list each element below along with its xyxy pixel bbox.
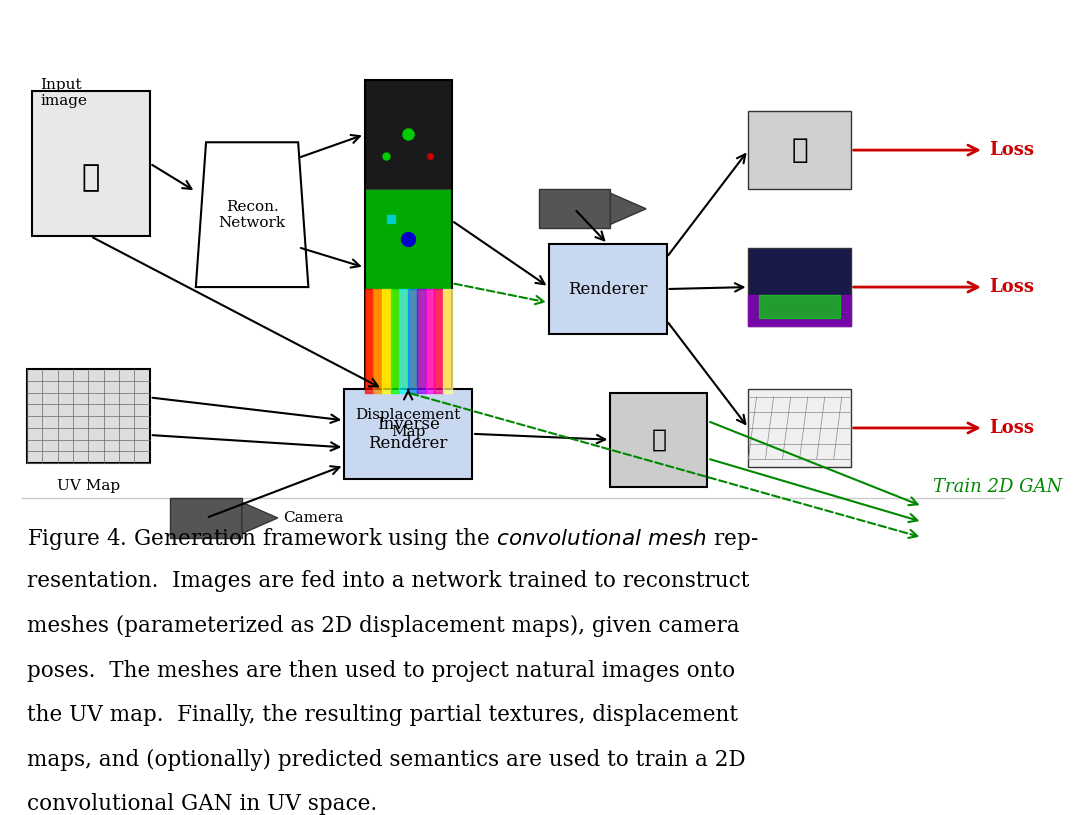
FancyBboxPatch shape <box>365 80 451 189</box>
Text: convolutional GAN in UV space.: convolutional GAN in UV space. <box>27 794 377 815</box>
FancyBboxPatch shape <box>27 369 150 463</box>
Polygon shape <box>610 193 646 224</box>
Text: meshes (parameterized as 2D displacement maps), given camera: meshes (parameterized as 2D displacement… <box>27 615 740 637</box>
Text: Input
image: Input image <box>40 78 87 108</box>
Text: the UV map.  Finally, the resulting partial textures, displacement: the UV map. Finally, the resulting parti… <box>27 704 738 726</box>
Text: Loss: Loss <box>989 141 1034 159</box>
FancyBboxPatch shape <box>365 189 451 289</box>
Text: resentation.  Images are fed into a network trained to reconstruct: resentation. Images are fed into a netwo… <box>27 570 750 593</box>
Text: UV Map: UV Map <box>57 479 120 493</box>
FancyBboxPatch shape <box>32 91 150 236</box>
Text: Camera: Camera <box>283 511 343 525</box>
Text: Loss: Loss <box>989 419 1034 437</box>
FancyBboxPatch shape <box>171 499 242 538</box>
FancyBboxPatch shape <box>539 189 610 228</box>
FancyBboxPatch shape <box>549 244 666 334</box>
Text: 🚗: 🚗 <box>792 136 808 164</box>
Text: poses.  The meshes are then used to project natural images onto: poses. The meshes are then used to proje… <box>27 659 735 681</box>
FancyBboxPatch shape <box>748 111 851 189</box>
Text: Figure 4. Generation framework using the $\it{convolutional\ mesh}$ rep-: Figure 4. Generation framework using the… <box>27 526 758 552</box>
Text: Inverse
Renderer: Inverse Renderer <box>368 416 448 452</box>
Polygon shape <box>242 502 278 534</box>
FancyBboxPatch shape <box>610 393 707 487</box>
Text: Train 2D GAN: Train 2D GAN <box>933 478 1062 496</box>
FancyBboxPatch shape <box>365 289 451 393</box>
Text: maps, and (optionally) predicted semantics are used to train a 2D: maps, and (optionally) predicted semanti… <box>27 749 745 771</box>
FancyBboxPatch shape <box>345 389 472 479</box>
FancyBboxPatch shape <box>748 248 851 326</box>
Text: 🚗: 🚗 <box>651 428 666 452</box>
Text: Loss: Loss <box>989 278 1034 296</box>
Text: Displacement
Map: Displacement Map <box>355 408 461 438</box>
Text: Renderer: Renderer <box>568 280 647 297</box>
Text: Recon.
Network: Recon. Network <box>218 200 286 230</box>
Text: 🚗: 🚗 <box>81 163 99 192</box>
Polygon shape <box>195 143 309 287</box>
FancyBboxPatch shape <box>748 389 851 467</box>
